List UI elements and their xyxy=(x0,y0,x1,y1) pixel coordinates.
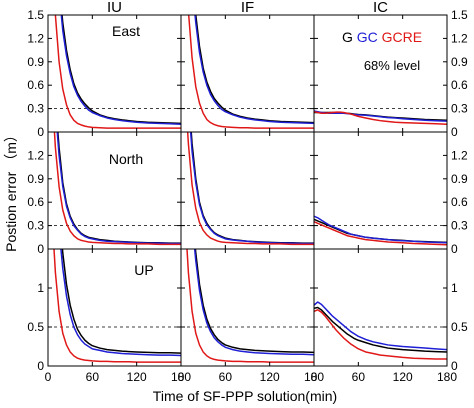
series-line-g xyxy=(61,15,181,125)
y-tick-label: 0 xyxy=(37,359,44,373)
y-tick-label-right: 1.2 xyxy=(451,31,468,45)
series-line-g xyxy=(194,249,314,354)
legend-entry-gcre: GCRE xyxy=(378,29,422,45)
y-tick-label-right: 0.9 xyxy=(451,55,468,69)
x-tick-label: 120 xyxy=(260,370,280,384)
series-line-gcre xyxy=(314,110,447,125)
legend: G GC GCRE xyxy=(342,29,422,45)
y-tick-label: 0 xyxy=(37,242,44,256)
y-tick-label-right: 0.3 xyxy=(451,102,468,116)
y-tick-label-right: 0 xyxy=(451,125,458,139)
series-line-gcre xyxy=(314,309,447,360)
y-tick-label: 0.3 xyxy=(27,102,44,116)
legend-entry-gc: GC xyxy=(353,29,378,45)
y-tick-label: 0.6 xyxy=(27,195,44,209)
y-tick-label-right: 0.6 xyxy=(451,195,468,209)
x-tick-label: 0 xyxy=(311,370,318,384)
panel-north-ic xyxy=(313,131,448,250)
y-tick-label: 1.2 xyxy=(27,31,44,45)
panel-east-iu xyxy=(47,14,182,133)
x-tick-label: 180 xyxy=(437,370,457,384)
y-tick-label: 1.5 xyxy=(27,8,44,22)
x-tick-label: 0 xyxy=(45,370,52,384)
y-tick-label-right: 0.6 xyxy=(451,78,468,92)
series-line-gc xyxy=(60,249,181,357)
panel-north-if xyxy=(180,131,315,250)
row-label-north: North xyxy=(109,151,143,167)
series-line-gcre xyxy=(54,15,181,129)
series-line-g xyxy=(314,306,447,353)
y-tick-label: 0.5 xyxy=(27,320,44,334)
series-line-gc xyxy=(193,249,314,356)
y-axis-label: Postion error （m） xyxy=(3,128,19,252)
panel-up-ic xyxy=(313,248,448,367)
series-line-gc xyxy=(60,15,181,125)
y-tick-label: 0.9 xyxy=(27,172,44,186)
x-tick-label: 180 xyxy=(171,370,191,384)
x-tick-label: 120 xyxy=(127,370,147,384)
y-tick-label-right: 0 xyxy=(451,242,458,256)
y-tick-label: 0.6 xyxy=(27,78,44,92)
panel-east-if xyxy=(180,14,315,133)
series-line-gc xyxy=(314,301,447,351)
panels-layer xyxy=(47,14,448,367)
legend-entry-g: G xyxy=(342,29,353,45)
series-line-gc xyxy=(194,15,314,125)
series-line-gc xyxy=(314,215,447,244)
x-tick-label: 60 xyxy=(86,370,100,384)
series-line-g xyxy=(195,15,314,124)
series-line-g xyxy=(61,249,181,354)
column-title-iu: IU xyxy=(107,0,122,16)
y-tick-label: 0.3 xyxy=(27,219,44,233)
x-tick-label: 60 xyxy=(219,370,233,384)
x-tick-label: 0 xyxy=(178,370,185,384)
y-tick-label: 0 xyxy=(37,125,44,139)
labels-layer: 0 0.3 0.6 0.9 1.2 1.5 0 0.3 0.6 0.9 1.2 1.5 0 0.3 0.6 0… xyxy=(3,0,468,404)
y-tick-label-right: 0.9 xyxy=(451,172,468,186)
y-tick-label-right: 0.3 xyxy=(451,219,468,233)
x-tick-label: 60 xyxy=(352,370,366,384)
panel-frame xyxy=(180,14,315,133)
series-line-gcre xyxy=(53,249,181,363)
y-tick-label-right: 0.5 xyxy=(451,320,468,334)
y-tick-label-right: 1.2 xyxy=(451,148,468,162)
row-label-east: East xyxy=(112,23,140,39)
series-line-gcre xyxy=(314,221,447,246)
panel-east-ic xyxy=(313,14,448,133)
panel-up-if xyxy=(180,248,315,367)
x-tick-label: 120 xyxy=(393,370,413,384)
series-line-gcre xyxy=(187,15,314,129)
y-tick-label: 1 xyxy=(37,281,44,295)
panel-frame xyxy=(313,131,448,250)
series-line-gc xyxy=(56,132,181,245)
panel-frame xyxy=(47,131,182,250)
column-title-if: IF xyxy=(241,0,254,16)
y-tick-label: 1.2 xyxy=(27,148,44,162)
panel-frame xyxy=(313,248,448,367)
column-title-ic: IC xyxy=(373,0,388,16)
series-line-gc xyxy=(189,132,314,245)
panel-frame xyxy=(180,131,315,250)
series-line-gcre xyxy=(186,249,314,363)
y-tick-label: 0.9 xyxy=(27,55,44,69)
y-tick-label-right: 1 xyxy=(451,281,458,295)
level-label: 68% level xyxy=(364,58,420,73)
panel-north-iu xyxy=(47,131,182,250)
y-tick-label-right: 0 xyxy=(451,359,458,373)
x-tick-label: 180 xyxy=(304,370,324,384)
series-line-gcre xyxy=(186,132,314,246)
y-tick-label-right: 1.5 xyxy=(451,8,468,22)
x-axis-label: Time of SF-PPP solution(min) xyxy=(153,388,337,404)
series-line-gcre xyxy=(53,132,181,246)
row-label-up: UP xyxy=(134,262,153,278)
